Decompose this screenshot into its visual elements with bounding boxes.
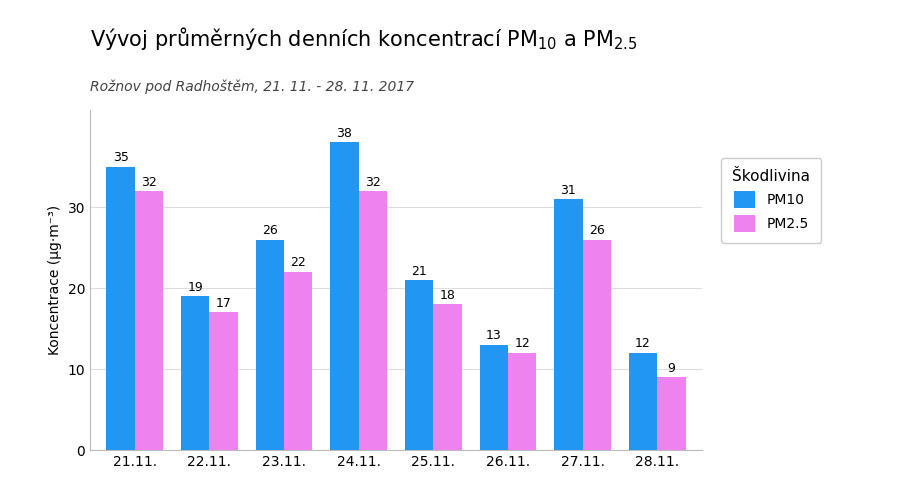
Text: 26: 26 (262, 224, 278, 237)
Bar (330, 142, 359, 450)
Bar (284, 272, 312, 450)
Text: 32: 32 (365, 176, 381, 188)
Bar (433, 304, 462, 450)
Bar (629, 353, 657, 450)
Text: Vývoj průměrných denních koncentrací PM$_{10}$ a PM$_{2.5}$: Vývoj průměrných denních koncentrací PM$… (90, 25, 637, 52)
Text: 12: 12 (635, 338, 651, 350)
Text: 17: 17 (216, 297, 231, 310)
Text: 12: 12 (514, 338, 530, 350)
Bar (405, 280, 433, 450)
Bar (480, 345, 508, 450)
Text: 31: 31 (561, 184, 576, 196)
Bar (256, 240, 284, 450)
Text: Rožnov pod Radhoštěm, 21. 11. - 28. 11. 2017: Rožnov pod Radhoštěm, 21. 11. - 28. 11. … (90, 80, 414, 94)
Text: 9: 9 (668, 362, 675, 374)
Text: 21: 21 (411, 264, 427, 278)
Bar (582, 240, 611, 450)
Text: 26: 26 (589, 224, 605, 237)
Bar (106, 166, 135, 450)
Y-axis label: Koncentrace (μg·m⁻³): Koncentrace (μg·m⁻³) (48, 205, 62, 355)
Text: 19: 19 (187, 281, 203, 294)
Text: 38: 38 (337, 127, 353, 140)
Legend: PM10, PM2.5: PM10, PM2.5 (721, 158, 822, 242)
Text: 35: 35 (112, 151, 129, 164)
Bar (359, 191, 387, 450)
Text: 22: 22 (291, 256, 306, 270)
Text: 13: 13 (486, 330, 501, 342)
Bar (210, 312, 238, 450)
Text: 32: 32 (141, 176, 157, 188)
Bar (181, 296, 210, 450)
Text: 18: 18 (439, 289, 455, 302)
Bar (554, 199, 582, 450)
Bar (135, 191, 163, 450)
Bar (508, 353, 536, 450)
Bar (657, 377, 686, 450)
